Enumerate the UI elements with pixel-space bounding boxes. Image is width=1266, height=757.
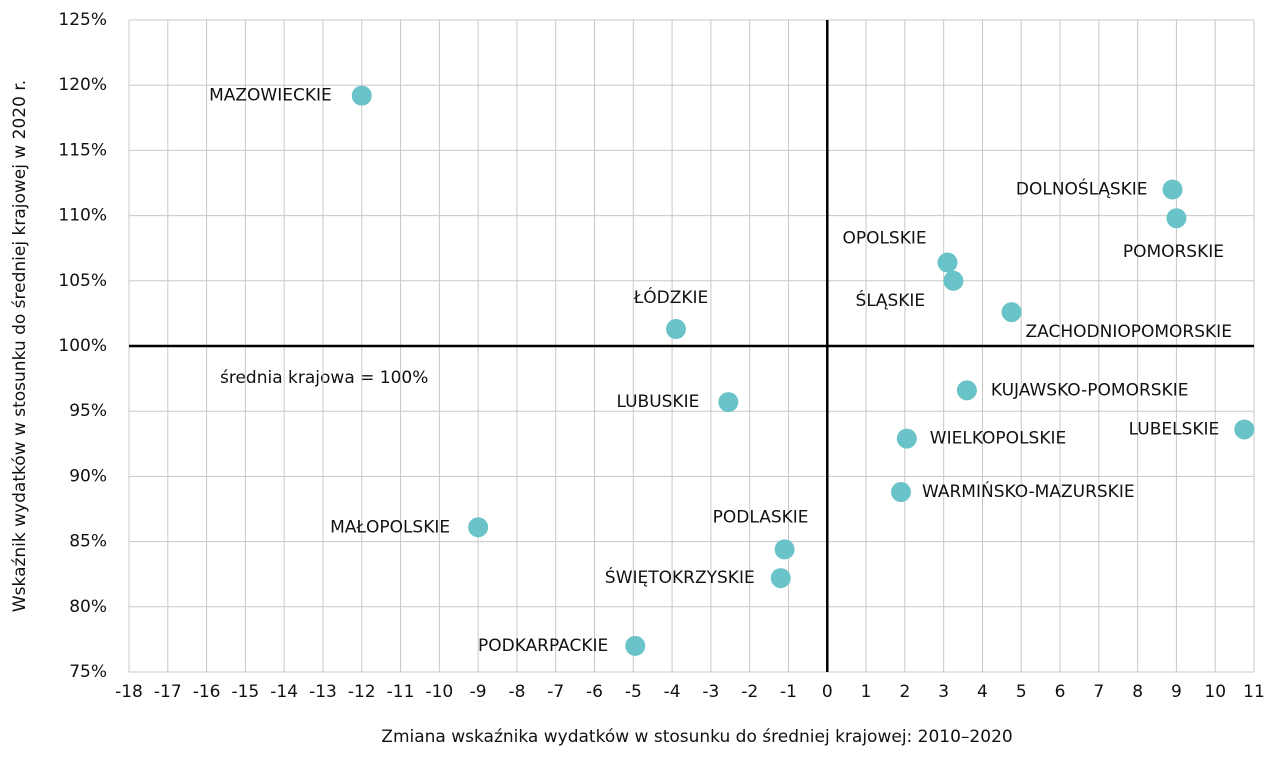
- point-label: OPOLSKIE: [842, 229, 926, 249]
- x-axis-label: Zmiana wskaźnika wydatków w stosunku do …: [381, 727, 1012, 747]
- x-tick-label: 10: [1204, 682, 1226, 702]
- x-tick-label: -17: [154, 682, 182, 702]
- point-label: ZACHODNIOPOMORSKIE: [1026, 322, 1232, 342]
- annotation: średnia krajowa = 100%: [220, 368, 428, 388]
- x-tick-label: 1: [861, 682, 872, 702]
- x-tick-label: -5: [625, 682, 642, 702]
- point-label: DOLNOŚLĄSKIE: [1016, 178, 1148, 200]
- x-tick-label: 9: [1171, 682, 1182, 702]
- point-label: MAZOWIECKIE: [209, 86, 332, 106]
- point: [896, 428, 917, 449]
- x-tick-label: -9: [470, 682, 487, 702]
- x-tick-label: 6: [1055, 682, 1066, 702]
- x-tick-label: 0: [822, 682, 833, 702]
- x-tick-label: -10: [425, 682, 453, 702]
- x-tick-label: -12: [348, 682, 376, 702]
- x-tick-label: 2: [899, 682, 910, 702]
- x-tick-label: 4: [977, 682, 988, 702]
- x-tick-label: 11: [1243, 682, 1265, 702]
- x-tick-label: 7: [1093, 682, 1104, 702]
- point: [625, 635, 646, 656]
- y-tick-label: 80%: [69, 597, 107, 617]
- x-tick-label: -1: [780, 682, 797, 702]
- y-tick-label: 100%: [58, 336, 107, 356]
- x-tick-label: -16: [193, 682, 221, 702]
- point: [956, 380, 977, 401]
- point-label: WARMIŃSKO-MAZURSKIE: [922, 480, 1135, 502]
- point: [1001, 302, 1022, 323]
- x-tick-label: -15: [231, 682, 259, 702]
- y-tick-label: 90%: [69, 466, 107, 486]
- x-tick-label: -2: [741, 682, 758, 702]
- point-label: ŁÓDZKIE: [633, 286, 709, 308]
- x-tick-label: -11: [387, 682, 415, 702]
- x-tick-label: -13: [309, 682, 337, 702]
- point: [1234, 419, 1255, 440]
- point-label: ŚWIĘTOKRZYSKIE: [605, 566, 755, 588]
- x-tick-label: -6: [586, 682, 603, 702]
- y-tick-label: 110%: [58, 206, 107, 226]
- y-tick-label: 85%: [69, 532, 107, 552]
- point-label: ŚLĄSKIE: [856, 289, 926, 311]
- point-label: LUBELSKIE: [1129, 419, 1220, 439]
- point: [1166, 208, 1187, 229]
- point: [718, 392, 739, 413]
- point-label: WIELKOPOLSKIE: [930, 429, 1066, 449]
- point-label: MAŁOPOLSKIE: [330, 517, 450, 537]
- point: [1162, 179, 1183, 200]
- point: [665, 319, 686, 340]
- point-label: POMORSKIE: [1123, 242, 1224, 262]
- x-tick-label: -14: [270, 682, 298, 702]
- y-tick-label: 120%: [58, 75, 107, 95]
- x-tick-label: -7: [547, 682, 564, 702]
- point: [770, 568, 791, 589]
- point-label: LUBUSKIE: [616, 392, 699, 412]
- point-label: PODKARPACKIE: [478, 636, 608, 656]
- y-tick-label: 115%: [58, 140, 107, 160]
- y-tick-label: 95%: [69, 401, 107, 421]
- point: [937, 252, 958, 273]
- point: [943, 270, 964, 291]
- point: [890, 482, 911, 503]
- point-label: KUJAWSKO-POMORSKIE: [991, 380, 1189, 400]
- y-tick-label: 75%: [69, 662, 107, 682]
- point: [774, 539, 795, 560]
- point: [468, 517, 489, 538]
- x-tick-label: 5: [1016, 682, 1027, 702]
- point: [351, 85, 372, 106]
- x-tick-label: 3: [938, 682, 949, 702]
- x-tick-label: -8: [508, 682, 525, 702]
- x-tick-label: -3: [702, 682, 719, 702]
- y-axis-label: Wskaźnik wydatków w stosunku do średniej…: [10, 80, 30, 612]
- x-tick-label: -4: [664, 682, 681, 702]
- x-tick-label: 8: [1132, 682, 1143, 702]
- point-label: PODLASKIE: [713, 507, 809, 527]
- y-tick-label: 105%: [58, 271, 107, 291]
- x-tick-label: -18: [115, 682, 143, 702]
- y-tick-label: 125%: [58, 10, 107, 30]
